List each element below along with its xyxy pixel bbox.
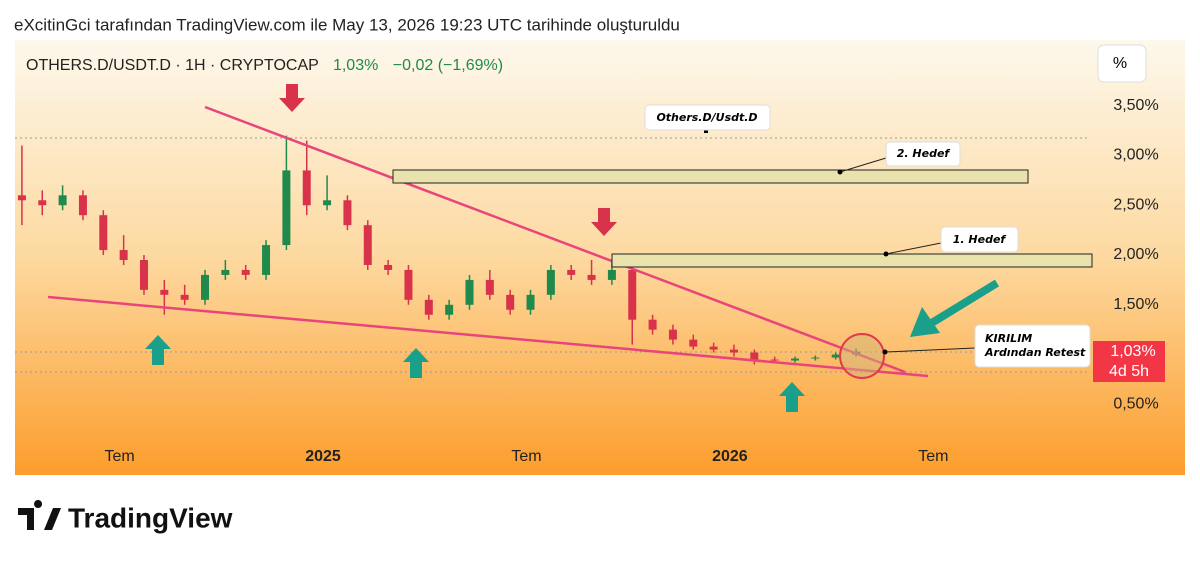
down-arrow [279,84,305,112]
x-tick-label: Tem [104,448,134,465]
note-box [940,226,1019,253]
candle-body [404,269,413,300]
brand: TradingView [68,502,233,533]
candle-body [526,294,535,310]
anchor-dot [837,169,843,175]
legend: OTHERS.D/USDT.D · 1H · CRYPTOCAP 1,03% −… [26,57,503,74]
candle-body [445,304,454,315]
candle-body [729,349,738,353]
candle-body [567,269,576,275]
candle-body [323,200,332,206]
candle-body [180,294,189,300]
x-tick-label: Tem [511,448,541,465]
note-text: KIRILIM [985,332,1032,345]
candle-body [668,329,677,340]
candle-body [363,225,372,265]
candle-body [770,359,779,361]
plot: 0,50%1,00%1,50%2,00%2,50%3,00%3,50%Tem20… [17,97,1159,465]
candle-body [343,200,352,226]
note-text: Others.D/Usdt.D [656,111,757,124]
change: −0,02 (−1,69%) [393,57,503,74]
candle-body [384,264,393,270]
trendline [204,105,906,374]
note-connector [839,157,887,173]
candle-body [628,269,637,320]
up-arrow [145,335,171,365]
target-zone [392,169,1029,184]
y-tick-label: 3,50% [1113,97,1158,114]
anchor-dot [882,349,888,355]
up-arrow [779,382,805,412]
x-tick-label: Tem [918,448,948,465]
candle-body [99,215,108,251]
x-tick-label: 2026 [712,448,748,465]
note-box [974,324,1091,368]
candle-body [831,354,840,358]
big-arrow [927,279,1000,328]
candle-body [160,289,169,295]
candle-body [282,170,291,246]
scale-button[interactable] [1097,44,1147,83]
note-connector [885,242,942,255]
scale-button-label[interactable]: % [1113,55,1127,72]
symbol: OTHERS.D/USDT.D · 1H · CRYPTOCAP [26,57,319,74]
price-tag [1093,341,1165,382]
note-text: 2. Hedef [897,147,951,160]
candle-body [709,346,718,350]
breakout-circle [839,333,885,379]
candle-body [58,195,67,206]
candle-body [587,274,596,280]
note-box [644,104,771,131]
anchor-dot [883,251,889,257]
y-tick-label: 2,50% [1113,196,1158,213]
candle-body [119,250,128,260]
y-tick-label: 1,50% [1113,296,1158,313]
candle-body [262,245,271,275]
y-tick-label: 2,00% [1113,246,1158,263]
candle-body [607,269,616,280]
candle-body [485,279,494,295]
candle-body [648,319,657,330]
candle-body [78,195,87,216]
credit: eXcitinGci tarafından TradingView.com il… [14,15,680,34]
candle-body [506,294,515,310]
candle-body [38,200,47,206]
countdown: 4d 5h [1109,363,1149,380]
candle-body [302,170,311,206]
candle-body [546,269,555,295]
candle-body [689,339,698,347]
y-tick-label: 0,50% [1113,396,1158,413]
last-value: 1,03% [333,57,378,74]
note-box [885,141,961,167]
candle-body [750,352,759,360]
candle-body [811,357,820,359]
candle-body [17,195,26,201]
y-tick-label: 3,00% [1113,147,1158,164]
big-arrow-head [910,307,940,337]
note-text: 1. Hedef [953,233,1007,246]
price-tag-value: 1,03% [1110,343,1155,360]
candle-body [241,269,250,275]
trendline [47,295,929,378]
brand-logo [18,500,61,530]
candle-body [139,260,148,290]
candle-body [201,274,210,300]
candle-body [424,299,433,315]
candle-body [465,279,474,305]
x-tick-label: 2025 [305,448,341,465]
down-arrow [591,208,617,236]
candle-body [791,358,800,361]
candle-body [221,269,230,275]
note-connector [884,347,976,353]
up-arrow [403,348,429,378]
note-text: Ardından Retest [984,346,1086,359]
target-zone [611,253,1093,268]
